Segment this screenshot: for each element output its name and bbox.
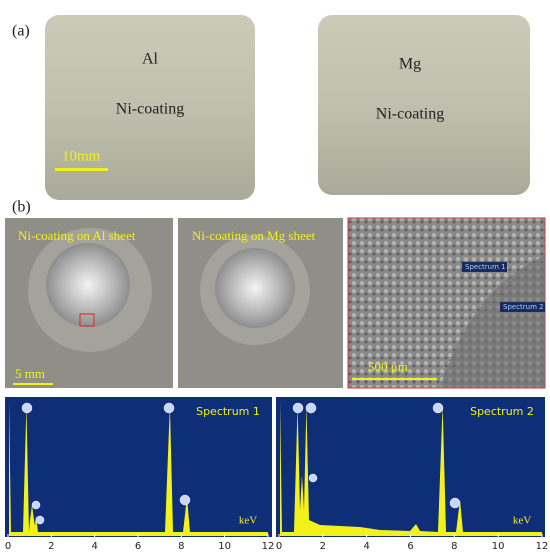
unit-label: keV: [239, 515, 257, 527]
coating-spot: [46, 243, 130, 327]
spot-label: Spectrum 2: [503, 303, 544, 311]
spectrum-plot: [276, 397, 545, 537]
photo-mg: [318, 15, 530, 195]
x-tick-label: 6: [135, 541, 141, 552]
scale-bar: [55, 168, 108, 171]
x-tick-label: 10: [218, 541, 231, 552]
coating-label: Ni-coating: [116, 101, 184, 118]
selection-box: [79, 313, 95, 327]
sem-title: Ni-coating on Mg sheet: [192, 228, 316, 243]
panel-label: (b): [12, 199, 31, 216]
x-tick-label: 0: [5, 541, 11, 552]
scale-label: 5 mm: [15, 366, 45, 381]
spectrum-trace: [280, 400, 542, 536]
x-tick-label: 4: [91, 541, 97, 552]
x-tick-label: 8: [451, 541, 457, 552]
crater: [440, 255, 545, 388]
spectrum-title: Spectrum 2: [470, 405, 534, 418]
spot-box: [462, 262, 507, 272]
x-tick-label: 12: [262, 541, 275, 552]
spot-box: [500, 302, 545, 312]
x-tick-label: 0: [276, 541, 282, 552]
scale-bar: [13, 383, 53, 385]
coating-label: Ni-coating: [376, 106, 444, 123]
x-tick-label: 6: [407, 541, 413, 552]
spectrum-title: Spectrum 1: [196, 405, 260, 418]
scale-label: 10mm: [62, 148, 101, 164]
scale-label: 500 μm: [368, 359, 408, 374]
x-tick-label: 8: [178, 541, 184, 552]
sem-title: Ni-coating on Al sheet: [18, 228, 136, 243]
x-tick-label: 4: [363, 541, 369, 552]
spot-label: Spectrum 1: [465, 263, 506, 271]
x-tick-label: 2: [320, 541, 326, 552]
unit-label: keV: [513, 515, 531, 527]
panel-label: (a): [12, 23, 30, 40]
spectrum-plot: [5, 397, 272, 537]
metal-label: Mg: [399, 56, 421, 73]
coating-spot: [215, 248, 295, 328]
x-tick-label: 12: [536, 541, 549, 552]
x-tick-label: 2: [48, 541, 54, 552]
photo-al: [45, 15, 255, 200]
scale-bar: [352, 378, 437, 380]
peak-markers: [21, 402, 461, 525]
x-tick-label: 10: [492, 541, 505, 552]
metal-label: Al: [142, 51, 159, 68]
